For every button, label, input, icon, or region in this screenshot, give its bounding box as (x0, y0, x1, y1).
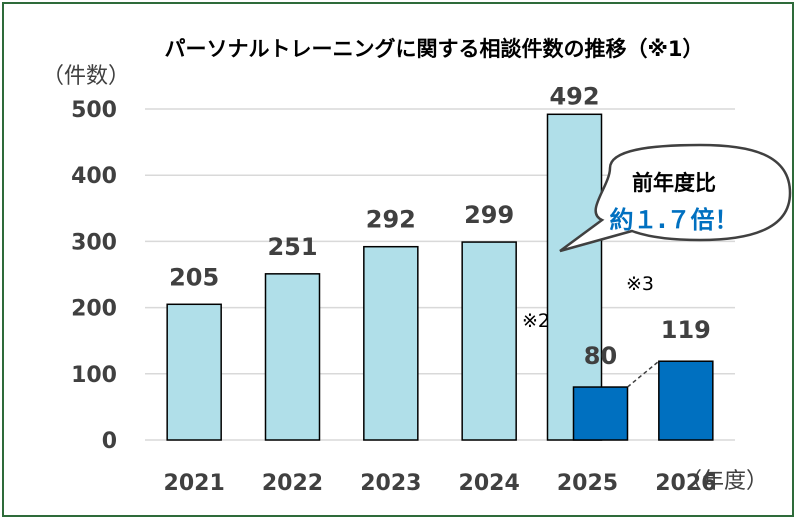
y-tick-label: 100 (71, 363, 117, 388)
data-label: 492 (549, 82, 599, 110)
data-label: 299 (464, 201, 514, 229)
x-axis-label: （年度） (680, 469, 768, 494)
data-label: 205 (169, 263, 219, 291)
chart-title: パーソナルトレーニングに関する相談件数の推移（※1） (164, 37, 703, 61)
data-label: 251 (267, 233, 317, 261)
y-tick-label: 200 (71, 297, 117, 322)
y-tick-label: 0 (102, 429, 117, 454)
callout-line-2: 約１.７倍！ (609, 206, 738, 234)
x-tick-label: 2021 (164, 471, 225, 496)
data-label: 292 (366, 206, 416, 234)
bar (461, 241, 517, 441)
data-label: 80 (584, 342, 617, 370)
x-tick-label: 2023 (360, 471, 421, 496)
callout-line-1: 前年度比 (632, 171, 716, 195)
bar (572, 386, 629, 441)
data-label: 119 (661, 316, 711, 344)
x-tick-label: 2024 (459, 471, 520, 496)
x-tick-label: 2025 (557, 471, 618, 496)
bar (166, 303, 222, 441)
note-2026: ※3 (626, 273, 654, 295)
callout-shape (559, 143, 792, 253)
y-tick-label: 400 (71, 164, 117, 189)
y-tick-label: 300 (71, 230, 117, 255)
x-tick-label: 2026 (655, 471, 716, 496)
callout-bubble: 前年度比 約１.７倍！ (559, 143, 792, 253)
note-2025: ※2 (522, 310, 550, 332)
bar (264, 273, 321, 441)
bar (658, 360, 714, 441)
y-tick-label: 500 (71, 98, 117, 123)
y-axis-label: （件数） (42, 64, 130, 89)
bar (363, 245, 419, 441)
x-tick-label: 2022 (262, 471, 323, 496)
